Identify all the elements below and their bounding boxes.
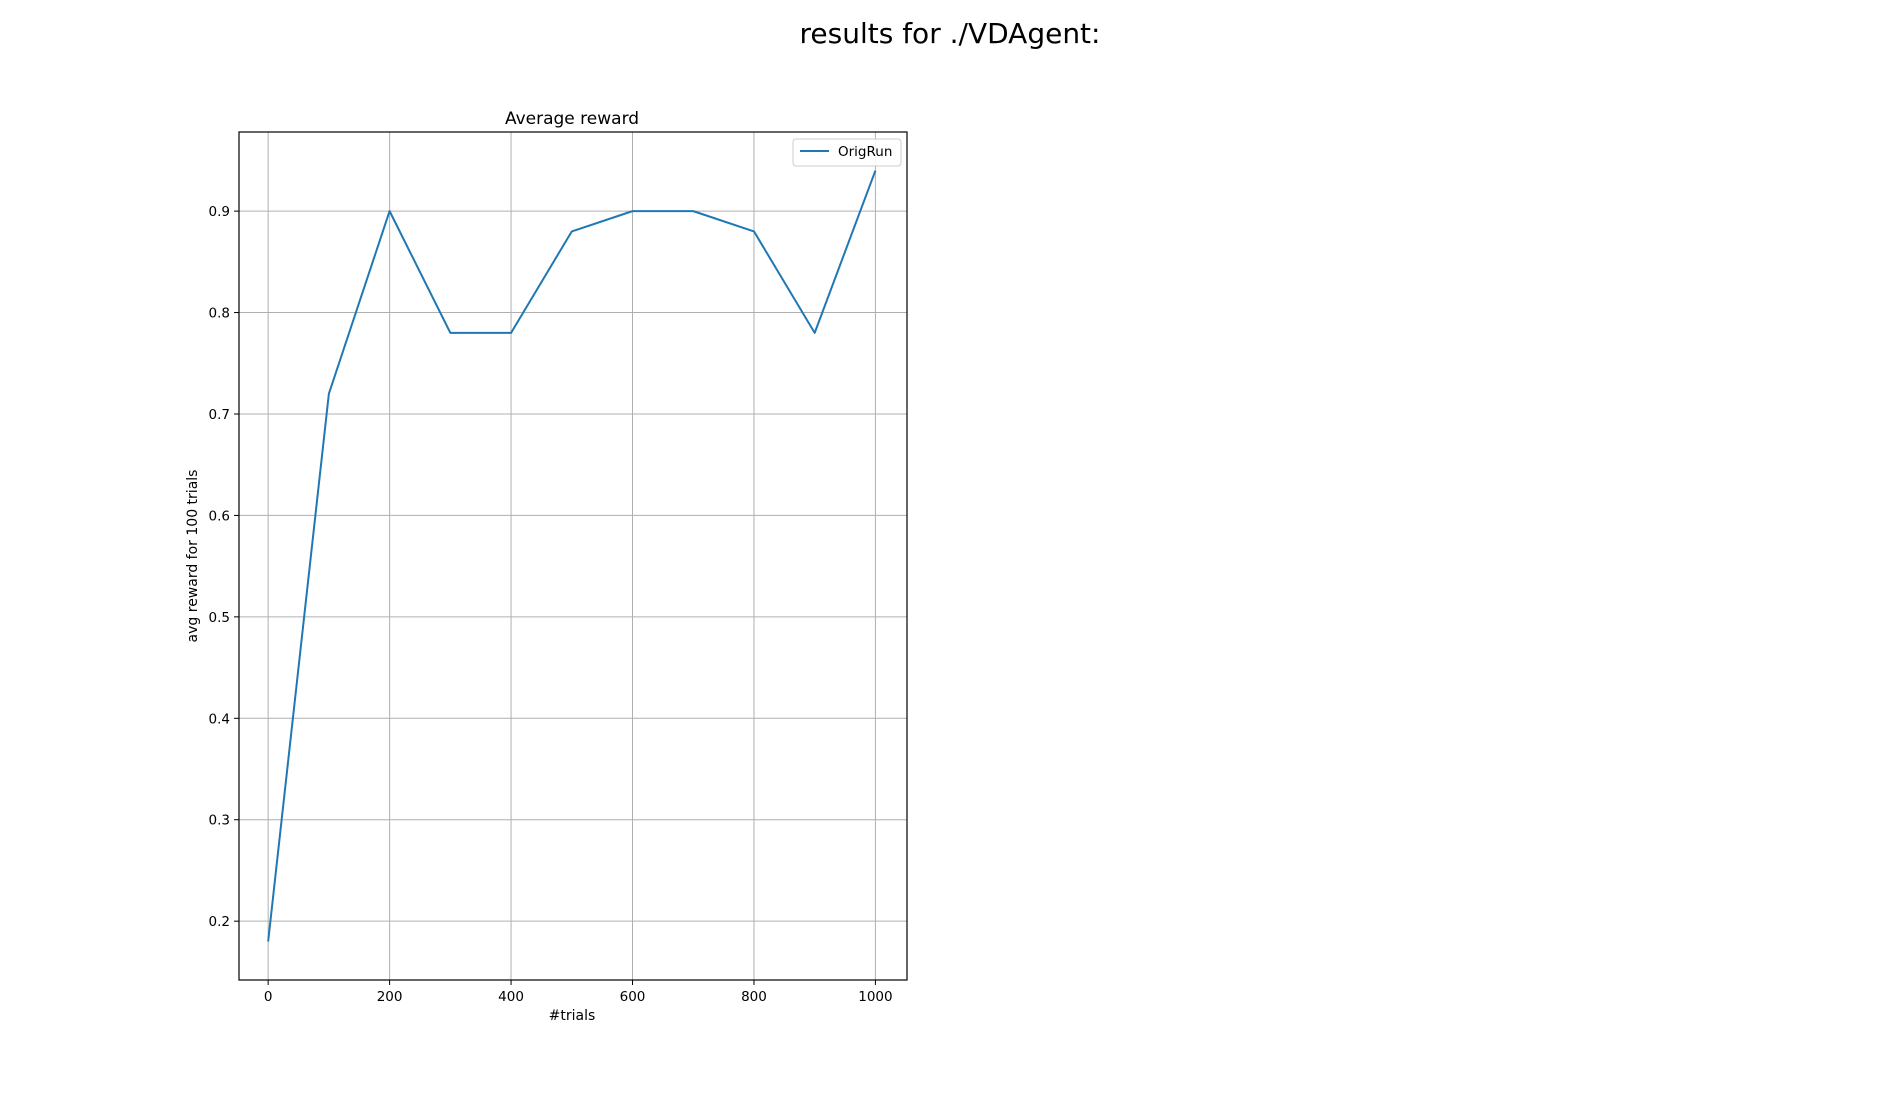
x-axis-label: #trials [549,1008,596,1024]
gridlines [239,132,907,980]
y-tick-label: 0.4 [209,711,230,727]
axis-ticks: 0 200 400 600 800 1000 0.2 0.3 0.4 0.5 0.6 0.7 0.8 0.… [209,204,893,1005]
figure-suptitle: results for ./VDAgent: [800,17,1101,50]
chart: Average reward 0 200 400 600 800 1000 0.2 0.3 0.… [185,109,908,1024]
legend: OrigRun [792,138,902,167]
y-tick-label: 0.3 [209,813,230,829]
y-tick-label: 0.5 [209,610,230,626]
plot-frame [238,131,908,981]
x-tick-label: 400 [498,989,524,1005]
y-tick-label: 0.6 [209,508,230,524]
x-tick-label: 1000 [858,989,892,1005]
x-tick-label: 0 [264,989,273,1005]
legend-label-origrun: OrigRun [838,144,892,160]
x-tick-label: 800 [741,989,767,1005]
series-line-origrun [267,170,877,942]
x-tick-label: 600 [620,989,646,1005]
y-tick-label: 0.7 [209,407,230,423]
legend-box [792,138,902,167]
chart-title: Average reward [505,109,639,129]
x-tick-label: 200 [377,989,403,1005]
y-axis-label: avg reward for 100 trials [185,470,201,643]
y-tick-label: 0.2 [209,914,230,930]
plot-lines [267,170,877,942]
y-tick-label: 0.8 [209,306,230,322]
y-tick-label: 0.9 [209,204,230,220]
